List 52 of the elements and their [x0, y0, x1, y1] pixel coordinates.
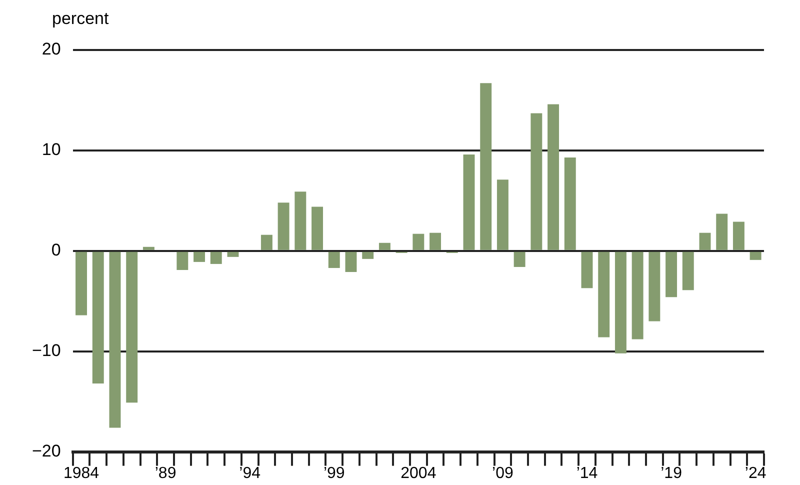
bar — [294, 192, 306, 250]
x-tick-label: 1984 — [63, 464, 100, 482]
y-axis-title: percent — [52, 9, 109, 28]
bar — [699, 232, 711, 250]
x-tick-label: ’14 — [576, 464, 598, 482]
x-tick-label: ’19 — [660, 464, 682, 482]
bar — [564, 157, 576, 250]
bar — [598, 252, 610, 338]
bar — [210, 252, 222, 264]
bar — [648, 252, 660, 322]
x-tick-label: 2004 — [400, 464, 436, 482]
y-tick-label: 10 — [42, 140, 61, 160]
bar — [328, 252, 340, 268]
y-tick-label: −10 — [32, 341, 61, 360]
bar — [92, 252, 104, 384]
bar — [614, 252, 626, 354]
bar — [412, 234, 424, 250]
bar — [530, 113, 542, 250]
bar — [260, 234, 272, 250]
bar — [732, 222, 744, 250]
x-tick-label: ’94 — [239, 464, 261, 482]
y-tick-label: 0 — [51, 240, 61, 260]
x-tick-label: ’99 — [323, 464, 345, 482]
bar — [345, 252, 357, 272]
bar — [362, 252, 374, 259]
bar — [378, 242, 390, 250]
x-tick-label: ’24 — [744, 464, 766, 482]
bar — [548, 104, 560, 250]
x-tick-label: ’09 — [492, 464, 514, 482]
bar — [682, 252, 694, 290]
bar — [312, 206, 324, 250]
bar — [632, 252, 644, 340]
x-tick-label: ’89 — [154, 464, 176, 482]
bar — [109, 252, 121, 428]
bar — [581, 252, 593, 288]
bar — [176, 252, 188, 270]
bar — [716, 214, 728, 250]
bar — [142, 246, 154, 250]
bar — [514, 252, 526, 267]
bar — [463, 154, 475, 250]
bar — [496, 180, 508, 250]
bar — [430, 232, 442, 250]
bar — [227, 252, 239, 257]
bar — [126, 252, 138, 403]
y-tick-label: −20 — [32, 441, 61, 460]
bar — [76, 252, 87, 316]
bar — [194, 252, 205, 262]
y-tick-label: 20 — [42, 40, 61, 59]
bar — [278, 202, 290, 250]
bar — [750, 252, 762, 260]
bar — [480, 83, 492, 250]
bar — [666, 252, 678, 298]
